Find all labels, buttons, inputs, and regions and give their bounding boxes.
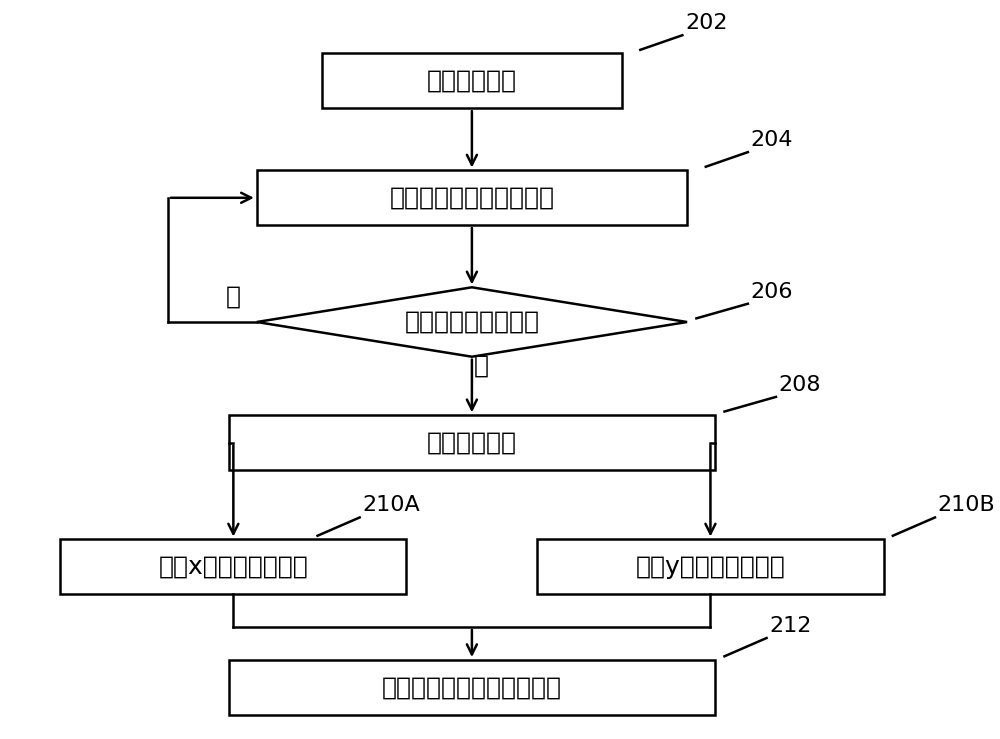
Text: 计算x轴上的转动角度: 计算x轴上的转动角度 [158,555,308,579]
Text: 是: 是 [474,354,489,378]
FancyBboxPatch shape [60,539,406,594]
Text: 206: 206 [751,282,793,302]
Polygon shape [257,287,687,357]
Text: 对跟随对象进行跟随拍摄: 对跟随对象进行跟随拍摄 [389,185,554,210]
FancyBboxPatch shape [229,660,715,715]
Text: 确定跟随对象: 确定跟随对象 [427,69,517,93]
Text: 202: 202 [685,13,728,33]
Text: 否: 否 [226,285,241,308]
Text: 212: 212 [769,616,812,636]
Text: 204: 204 [751,130,793,150]
Text: 210B: 210B [938,495,996,515]
FancyBboxPatch shape [537,539,884,594]
Text: 208: 208 [779,375,821,395]
Text: 接收到位置调整指令: 接收到位置调整指令 [404,310,539,334]
FancyBboxPatch shape [229,415,715,470]
Text: 确定目标位置: 确定目标位置 [427,431,517,454]
Text: 对无人机进行飞行控制调节: 对无人机进行飞行控制调节 [382,675,562,699]
FancyBboxPatch shape [322,53,622,109]
Text: 210A: 210A [362,495,420,515]
Text: 计算y轴上的转动角度: 计算y轴上的转动角度 [636,555,785,579]
FancyBboxPatch shape [257,171,687,225]
